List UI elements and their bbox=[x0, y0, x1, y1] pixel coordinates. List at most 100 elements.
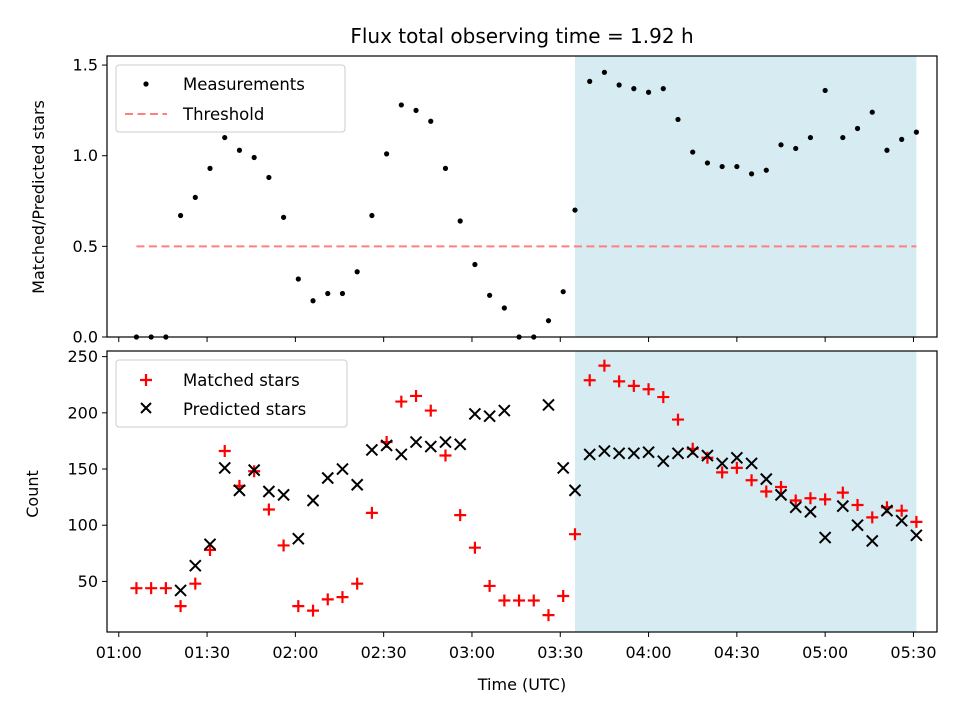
predicted-star-point bbox=[642, 445, 655, 459]
matched-star-point bbox=[513, 594, 526, 607]
matched-star-point bbox=[527, 594, 540, 607]
bottom-ylabel: Count bbox=[23, 470, 42, 518]
predicted-star-point bbox=[715, 457, 729, 470]
measurement-point bbox=[310, 298, 316, 304]
matched-star-point bbox=[159, 582, 172, 595]
measurement-point bbox=[822, 87, 828, 94]
measurement-point bbox=[631, 86, 637, 92]
predicted-star-point bbox=[498, 404, 511, 417]
measurement-point bbox=[339, 290, 346, 297]
predicted-star-point bbox=[542, 398, 555, 412]
legend-predicted-marker bbox=[140, 402, 152, 414]
top-panel: 0.0 0.5 1.0 1.5 Matched/Predicted stars Mea… bbox=[29, 55, 938, 347]
top-legend: Measurements Threshold bbox=[115, 64, 346, 133]
measurement-point bbox=[207, 165, 213, 171]
matched-star-point bbox=[866, 511, 879, 524]
legend-measurements-marker bbox=[143, 81, 149, 87]
measurement-point bbox=[222, 134, 228, 141]
predicted-star-point bbox=[671, 447, 685, 460]
predicted-star-point bbox=[804, 505, 817, 518]
measurement-point bbox=[560, 289, 566, 295]
legend-matched-marker bbox=[140, 374, 152, 386]
measurement-point bbox=[854, 125, 861, 132]
x-tick-label: 02:30 bbox=[361, 643, 407, 662]
predicted-star-point bbox=[247, 463, 261, 477]
predicted-star-point bbox=[657, 454, 670, 468]
measurement-point bbox=[192, 194, 198, 201]
measurement-point bbox=[177, 212, 184, 219]
predicted-star-point bbox=[439, 435, 452, 449]
matched-star-point bbox=[760, 485, 773, 498]
y-tick-label: 250 bbox=[67, 347, 98, 366]
matched-star-point bbox=[483, 579, 496, 592]
top-legend-box bbox=[115, 64, 346, 133]
measurement-point bbox=[793, 145, 799, 152]
matched-star-point bbox=[613, 375, 626, 388]
matched-star-point bbox=[583, 374, 596, 387]
matched-star-point bbox=[851, 498, 864, 511]
matched-star-point bbox=[262, 503, 275, 516]
matched-star-point bbox=[598, 359, 611, 372]
measurement-point bbox=[587, 78, 593, 84]
predicted-points bbox=[174, 398, 923, 597]
measurement-point bbox=[869, 109, 875, 115]
matched-star-point bbox=[410, 389, 423, 402]
matched-points bbox=[130, 359, 923, 622]
predicted-star-point bbox=[277, 488, 290, 502]
measurement-point bbox=[645, 89, 652, 95]
predicted-star-point bbox=[836, 499, 850, 513]
y-tick-label: 0.0 bbox=[73, 328, 98, 347]
bottom-legend-box bbox=[115, 359, 348, 428]
matched-star-point bbox=[671, 413, 684, 426]
matched-star-point bbox=[804, 492, 817, 505]
bottom-panel: 50 100 150 200 250 01:00 01:30 02:00 02:30 03:00… bbox=[23, 347, 938, 694]
matched-star-point bbox=[745, 474, 758, 487]
x-tick-label: 01:00 bbox=[96, 643, 142, 662]
matched-star-point bbox=[557, 590, 570, 603]
predicted-star-point bbox=[789, 501, 802, 514]
measurement-point bbox=[840, 134, 846, 141]
matched-star-point bbox=[424, 404, 437, 417]
matched-star-point bbox=[627, 379, 640, 392]
matched-star-point bbox=[730, 461, 743, 474]
predicted-star-point bbox=[306, 494, 320, 507]
predicted-star-point bbox=[612, 447, 626, 460]
predicted-star-point bbox=[583, 448, 596, 461]
predicted-star-point bbox=[468, 407, 482, 421]
predicted-star-point bbox=[292, 532, 305, 545]
predicted-star-point bbox=[745, 457, 758, 470]
measurement-point bbox=[545, 318, 552, 324]
matched-star-point bbox=[292, 600, 305, 613]
measurement-point bbox=[675, 116, 681, 123]
predicted-star-point bbox=[380, 439, 393, 452]
matched-star-point bbox=[321, 593, 334, 606]
matched-star-point bbox=[145, 582, 158, 595]
measurement-point bbox=[472, 261, 478, 268]
matched-star-point bbox=[542, 609, 555, 622]
measurement-point bbox=[884, 147, 890, 153]
measurement-point bbox=[398, 102, 404, 108]
matched-star-point bbox=[789, 494, 802, 507]
measurement-point bbox=[913, 129, 919, 135]
matched-star-point bbox=[775, 481, 788, 494]
x-tick-label: 02:00 bbox=[272, 643, 318, 662]
measurement-point bbox=[280, 214, 287, 220]
matched-star-point bbox=[204, 543, 217, 556]
matched-star-point bbox=[568, 528, 581, 541]
matched-star-point bbox=[836, 486, 849, 499]
measurement-point bbox=[442, 165, 449, 171]
predicted-star-point bbox=[851, 519, 864, 532]
predicted-star-point bbox=[203, 538, 217, 551]
bottom-x-ticks: 01:00 01:30 02:00 02:30 03:00 03:30 04:00 04:30… bbox=[96, 632, 937, 662]
predicted-star-point bbox=[760, 472, 773, 486]
legend-threshold-label: Threshold bbox=[182, 105, 264, 124]
predicted-star-point bbox=[627, 447, 641, 460]
matched-star-point bbox=[130, 582, 143, 595]
matched-star-point bbox=[174, 600, 187, 613]
legend-matched-label: Matched stars bbox=[183, 371, 300, 390]
chart-title: Flux total observing time = 1.92 h bbox=[350, 24, 693, 48]
predicted-star-point bbox=[483, 409, 496, 423]
top-ylabel: Matched/Predicted stars bbox=[29, 100, 48, 294]
bottom-axes-frame bbox=[106, 350, 938, 633]
measurement-point bbox=[616, 82, 622, 88]
